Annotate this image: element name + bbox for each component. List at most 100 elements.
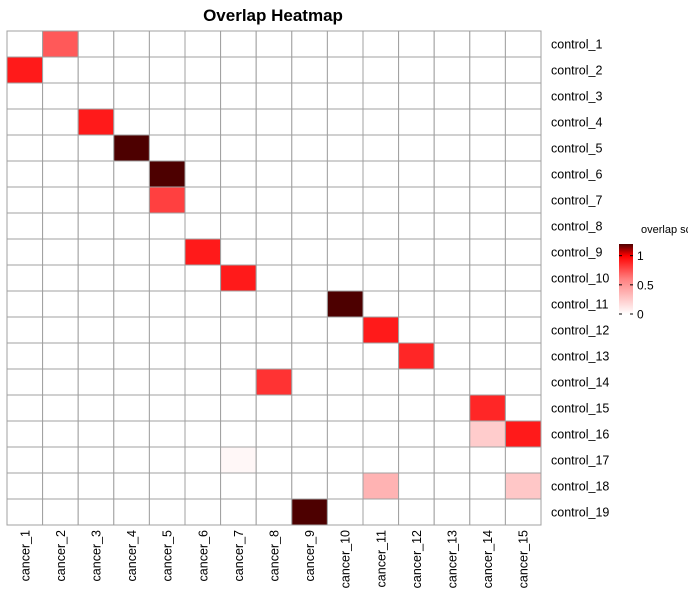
heatmap-cell-control_8-cancer_8 [255, 212, 293, 240]
heatmap-cell-control_10-cancer_9 [291, 264, 328, 292]
heatmap-cell-control_5-cancer_3 [77, 134, 115, 162]
heatmap-cell-control_2-cancer_8 [255, 56, 293, 84]
heatmap-cell-control_5-cancer_2 [42, 134, 79, 162]
row-label: control_9 [551, 246, 602, 260]
heatmap-cell-control_13-cancer_10 [326, 342, 364, 370]
heatmap-cell-control_10-cancer_10 [326, 264, 364, 292]
heatmap-cell-control_2-cancer_15 [504, 56, 542, 84]
heatmap-cell-control_5-cancer_8 [255, 134, 293, 162]
heatmap-cell-control_4-cancer_4 [113, 108, 150, 136]
heatmap-cell-control_7-cancer_14 [469, 186, 506, 214]
heatmap-cell-control_2-cancer_4 [113, 56, 150, 84]
heatmap-cell-control_5-cancer_15 [504, 134, 542, 162]
heatmap-cell-control_11-cancer_4 [113, 290, 150, 318]
heatmap-cell-control_3-cancer_12 [398, 82, 435, 110]
heatmap-cell-control_5-cancer_1 [6, 134, 44, 162]
heatmap-cell-control_3-cancer_13 [433, 82, 471, 110]
column-label: cancer_12 [410, 530, 424, 588]
heatmap-cell-control_17-cancer_6 [184, 446, 222, 474]
heatmap-cell-control_17-cancer_15 [504, 446, 542, 474]
heatmap-cell-control_10-cancer_7 [220, 264, 257, 292]
heatmap-cell-control_12-cancer_11 [362, 316, 400, 344]
heatmap-cell-control_4-cancer_11 [362, 108, 400, 136]
heatmap-cell-control_13-cancer_5 [148, 342, 186, 370]
heatmap-cell-control_7-cancer_10 [326, 186, 364, 214]
heatmap-cell-control_10-cancer_12 [398, 264, 435, 292]
heatmap-cell-control_8-cancer_6 [184, 212, 222, 240]
heatmap-cell-control_9-cancer_11 [362, 238, 400, 266]
column-label: cancer_14 [481, 530, 495, 588]
heatmap-cell-control_11-cancer_13 [433, 290, 471, 318]
heatmap-cell-control_15-cancer_4 [113, 394, 150, 422]
heatmap-cell-control_17-cancer_7 [220, 446, 257, 474]
heatmap-cell-control_9-cancer_7 [220, 238, 257, 266]
heatmap-cell-control_19-cancer_6 [184, 498, 222, 526]
row-label: control_2 [551, 64, 602, 78]
heatmap-cell-control_12-cancer_6 [184, 316, 222, 344]
heatmap-cell-control_2-cancer_3 [77, 56, 115, 84]
heatmap-cell-control_4-cancer_12 [398, 108, 435, 136]
heatmap-cell-control_9-cancer_12 [398, 238, 435, 266]
heatmap-cell-control_15-cancer_2 [42, 394, 79, 422]
heatmap-cell-control_18-cancer_15 [504, 472, 542, 500]
heatmap-cell-control_10-cancer_5 [148, 264, 186, 292]
heatmap-cell-control_15-cancer_7 [220, 394, 257, 422]
row-labels: control_1 control_2 control_3 control_4cont… [551, 38, 609, 520]
heatmap-cell-control_9-cancer_2 [42, 238, 79, 266]
legend-color-bar [619, 244, 633, 314]
heatmap-cell-control_14-cancer_10 [326, 368, 364, 396]
heatmap-cell-control_5-cancer_10 [326, 134, 364, 162]
heatmap-cell-control_17-cancer_11 [362, 446, 400, 474]
heatmap-cell-control_18-cancer_6 [184, 472, 222, 500]
heatmap-cell-control_8-cancer_11 [362, 212, 400, 240]
heatmap-cell-control_6-cancer_10 [326, 160, 364, 188]
heatmap-cell-control_1-cancer_1 [6, 30, 44, 58]
heatmap-cell-control_10-cancer_2 [42, 264, 79, 292]
heatmap-cell-control_1-cancer_5 [148, 30, 186, 58]
heatmap-cell-control_5-cancer_6 [184, 134, 222, 162]
column-label: cancer_8 [268, 530, 282, 581]
heatmap-cell-control_8-cancer_1 [6, 212, 44, 240]
heatmap-cell-control_12-cancer_3 [77, 316, 115, 344]
heatmap-cell-control_10-cancer_1 [6, 264, 44, 292]
heatmap-cell-control_3-cancer_8 [255, 82, 293, 110]
legend-tick-label: 0.5 [637, 278, 654, 292]
row-label: control_18 [551, 480, 609, 494]
heatmap-cell-control_5-cancer_7 [220, 134, 257, 162]
heatmap-cell-control_16-cancer_3 [77, 420, 115, 448]
heatmap-cell-control_2-cancer_10 [326, 56, 364, 84]
heatmap-cell-control_14-cancer_4 [113, 368, 150, 396]
heatmap-cell-control_10-cancer_8 [255, 264, 293, 292]
heatmap-cell-control_18-cancer_13 [433, 472, 471, 500]
heatmap-cell-control_13-cancer_7 [220, 342, 257, 370]
chart-title: Overlap Heatmap [203, 6, 343, 25]
row-label: control_8 [551, 220, 602, 234]
heatmap-cell-control_5-cancer_5 [148, 134, 186, 162]
heatmap-cell-control_1-cancer_11 [362, 30, 400, 58]
heatmap-cell-control_15-cancer_5 [148, 394, 186, 422]
heatmap-cell-control_9-cancer_3 [77, 238, 115, 266]
heatmap-cell-control_18-cancer_4 [113, 472, 150, 500]
heatmap-cell-control_18-cancer_10 [326, 472, 364, 500]
heatmap-cell-control_10-cancer_3 [77, 264, 115, 292]
heatmap-cell-control_7-cancer_12 [398, 186, 435, 214]
heatmap-cell-control_1-cancer_15 [504, 30, 542, 58]
heatmap-cell-control_19-cancer_9 [291, 498, 328, 526]
heatmap-cell-control_6-cancer_3 [77, 160, 115, 188]
heatmap-cell-control_8-cancer_15 [504, 212, 542, 240]
heatmap-cell-control_2-cancer_13 [433, 56, 471, 84]
heatmap-cell-control_15-cancer_3 [77, 394, 115, 422]
heatmap-cell-control_1-cancer_8 [255, 30, 293, 58]
row-label: control_12 [551, 324, 609, 338]
heatmap-cell-control_17-cancer_8 [255, 446, 293, 474]
heatmap-cell-control_8-cancer_9 [291, 212, 328, 240]
heatmap-cell-control_11-cancer_12 [398, 290, 435, 318]
row-label: control_5 [551, 142, 602, 156]
heatmap-cell-control_13-cancer_14 [469, 342, 506, 370]
heatmap-cell-control_3-cancer_2 [42, 82, 79, 110]
heatmap-cell-control_3-cancer_5 [148, 82, 186, 110]
heatmap-cell-control_18-cancer_1 [6, 472, 44, 500]
heatmap-cell-control_3-cancer_4 [113, 82, 150, 110]
heatmap-cell-control_6-cancer_2 [42, 160, 79, 188]
heatmap-cell-control_16-cancer_5 [148, 420, 186, 448]
